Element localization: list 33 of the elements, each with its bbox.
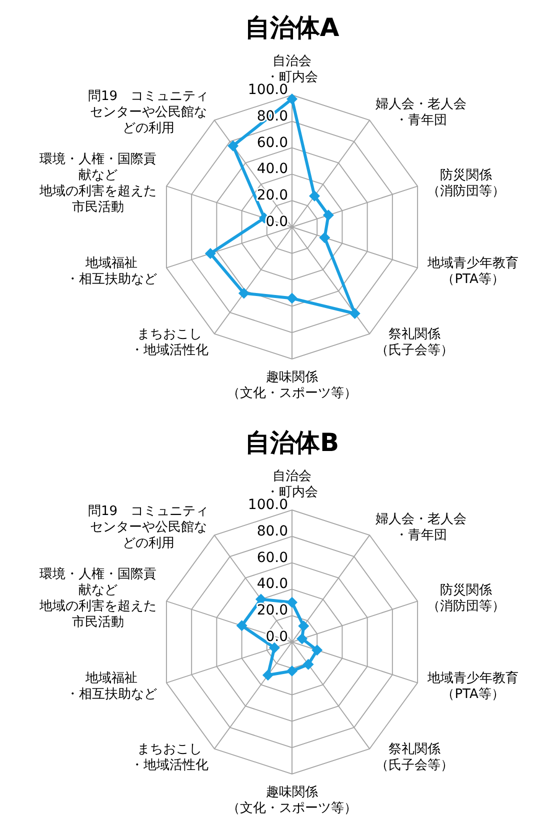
- y-tick-label: 60.0: [256, 134, 288, 151]
- spoke-label: 祭礼関係（氏子会等）: [375, 742, 454, 773]
- spoke-label: 趣味関係（文化・スポーツ等）: [227, 785, 357, 816]
- spoke-label: 防災関係（消防団等）: [427, 168, 506, 200]
- spoke-label: 問19 コミュニティセンターや公民館などの利用: [88, 89, 209, 136]
- y-tick-label: 100.0: [248, 497, 288, 513]
- spoke-label: 趣味関係（文化・スポーツ等）: [227, 370, 357, 401]
- spoke-label: 地域青少年教育（PTA等）: [426, 670, 519, 702]
- spoke-label: 防災関係（消防団等）: [427, 583, 506, 614]
- y-tick-label: 20.0: [256, 188, 288, 204]
- y-tick-label: 80.0: [256, 523, 288, 540]
- spoke-label: 祭礼関係（氏子会等）: [375, 326, 454, 358]
- chart-title: 自治体B: [244, 428, 340, 457]
- spoke-label: まちおこし・地域活性化: [130, 326, 209, 358]
- y-tick-label: 100.0: [248, 82, 288, 98]
- spoke-label: 地域福祉・相互扶助など: [66, 256, 157, 287]
- y-tick-label: 0.0: [266, 629, 288, 645]
- y-tick-label: 40.0: [256, 576, 288, 592]
- chart-title: 自治体A: [244, 13, 340, 42]
- spoke-label: 地域福祉・相互扶助など: [66, 670, 157, 702]
- spoke-label: まちおこし・地域活性化: [130, 742, 209, 773]
- y-tick-label: 20.0: [256, 602, 288, 619]
- spoke-label: 婦人会・老人会・青年団: [375, 97, 466, 128]
- y-tick-label: 40.0: [256, 161, 288, 178]
- y-tick-label: 60.0: [256, 550, 288, 566]
- spoke-label: 問19 コミュニティセンターや公民館などの利用: [88, 504, 209, 552]
- spoke-label: 地域青少年教育（PTA等）: [426, 254, 519, 287]
- spoke-label: 環境・人権・国際貢献など地域の利害を超えた市民活動: [38, 151, 156, 216]
- spoke-label: 自治会・町内会: [266, 54, 318, 85]
- y-tick-label: 0.0: [266, 214, 288, 230]
- spoke-label: 環境・人権・国際貢献など地域の利害を超えた市民活動: [38, 566, 156, 630]
- spoke-label: 婦人会・老人会・青年団: [375, 512, 466, 544]
- spoke-label: 自治会・町内会: [266, 469, 318, 500]
